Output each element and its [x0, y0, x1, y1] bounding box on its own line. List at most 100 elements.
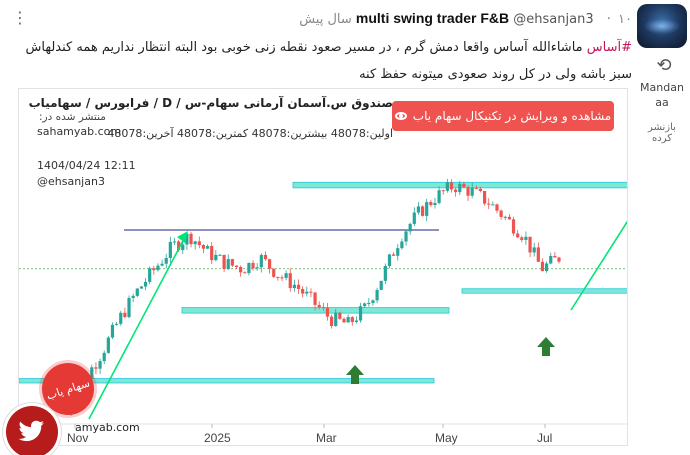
- x-tick-label: May: [435, 431, 458, 445]
- candle-body: [197, 241, 201, 246]
- timestamp[interactable]: ۱۰ سال پیش: [299, 12, 632, 27]
- candle-body: [321, 307, 325, 309]
- candle-body: [528, 236, 532, 253]
- candle-body: [296, 284, 301, 289]
- candle-body: [243, 272, 247, 274]
- candle-body: [350, 317, 354, 323]
- candle-body: [234, 265, 239, 268]
- chart-plot: Nov 2025 Mar May Jul: [19, 179, 627, 445]
- candle-body: [416, 206, 421, 213]
- candle-body: [115, 323, 119, 325]
- candle-body: [272, 268, 276, 277]
- candle-body: [164, 257, 168, 264]
- candle-body: [94, 367, 98, 369]
- candle-body: [549, 255, 553, 264]
- candle-body: [309, 291, 313, 293]
- tweet-text: #آساس ماشاءالله آساس واقعا دمش گرم ، در …: [17, 34, 633, 88]
- candle-body: [383, 266, 387, 281]
- candle-body: [495, 204, 499, 211]
- candle-body: [425, 202, 429, 216]
- candle-body: [474, 187, 478, 189]
- candle-body: [148, 268, 152, 282]
- candle-body: [90, 367, 94, 379]
- candle-body: [102, 352, 106, 362]
- retweeter-name[interactable]: Mandan aa: [640, 81, 684, 109]
- candle-body: [482, 191, 487, 204]
- handle[interactable]: @ehsanjan3: [513, 12, 594, 27]
- candle-body: [536, 247, 540, 262]
- candle-body: [168, 241, 172, 258]
- candle-body: [110, 324, 115, 338]
- candle-body: [358, 306, 363, 321]
- candle-body: [466, 187, 470, 196]
- candle-body: [106, 337, 110, 353]
- candle-body: [487, 203, 491, 205]
- candle-body: [292, 284, 296, 289]
- trend-arrow-line: [88, 234, 187, 420]
- candle-body: [396, 248, 400, 256]
- candle-body: [284, 273, 288, 278]
- candle-body: [499, 210, 503, 217]
- retweet-label: بازنشر کرده: [648, 122, 676, 144]
- candle-body: [553, 255, 557, 258]
- x-tick-label: Jul: [537, 431, 552, 445]
- candle-body: [230, 259, 234, 266]
- candle-body: [520, 237, 524, 240]
- menu-ellipsis-icon[interactable]: ⋮: [12, 8, 28, 27]
- candle-body: [379, 280, 383, 290]
- candle-body: [400, 241, 404, 249]
- trend-arrow-head: [177, 231, 188, 243]
- candle-body: [458, 183, 462, 193]
- candle-body: [201, 245, 206, 249]
- candle-body: [267, 259, 272, 269]
- symbol-title: صندوق س.آسمان آرمانی سهام-س / D / فرابور…: [28, 96, 393, 110]
- candle-body: [172, 241, 177, 243]
- hashtag-link[interactable]: #آساس: [586, 40, 632, 55]
- candle-body: [557, 257, 561, 262]
- candle-body: [317, 304, 321, 308]
- candle-body: [301, 288, 305, 294]
- candle-body: [185, 233, 189, 245]
- candle-body: [354, 320, 359, 323]
- chart-author: @ehsanjan3: [37, 175, 105, 188]
- up-arrow-marker: [537, 337, 555, 356]
- chart-image[interactable]: Nov 2025 Mar May Jul صندوق س.آسمان آرمانی سه…: [18, 88, 628, 446]
- candle-body: [127, 298, 131, 318]
- candle-body: [189, 233, 193, 245]
- candle-body: [516, 233, 520, 238]
- candle-body: [218, 254, 222, 256]
- candle-body: [342, 318, 346, 323]
- published-by-label: منتشر شده در:: [39, 111, 106, 123]
- candle-body: [226, 259, 230, 270]
- support-zone: [181, 307, 450, 314]
- display-name[interactable]: multi swing trader F&B: [355, 10, 510, 26]
- up-arrow-marker: [346, 365, 364, 384]
- candle-body: [507, 216, 511, 220]
- tweet-header: multi swing trader F&B @ehsanjan3 · ۱۰ س…: [299, 8, 632, 30]
- candle-body: [214, 254, 218, 261]
- candle-body: [98, 361, 102, 369]
- chart-date: 1404/04/24 12:11: [37, 159, 136, 172]
- candle-body: [544, 263, 549, 272]
- avatar[interactable]: [637, 4, 687, 48]
- candle-body: [392, 254, 396, 256]
- x-tick-label: Mar: [316, 431, 337, 445]
- candle-body: [205, 246, 210, 249]
- candle-body: [540, 261, 545, 272]
- candle-body: [139, 286, 144, 289]
- candle-body: [181, 244, 185, 251]
- candle-body: [152, 268, 156, 271]
- candle-body: [503, 216, 507, 218]
- candle-body: [334, 312, 338, 326]
- candle-body: [404, 231, 408, 242]
- separator: ·: [606, 12, 611, 27]
- candle-body: [280, 277, 284, 279]
- candle-body: [259, 254, 263, 268]
- edit-in-technical-button[interactable]: مشاهده و ویرایش در تکنیکال سهام یاب: [392, 101, 614, 131]
- candle-body: [478, 188, 483, 192]
- candle-body: [251, 262, 255, 269]
- candle-body: [255, 267, 259, 269]
- candle-body: [177, 241, 181, 251]
- candle-body: [387, 254, 392, 267]
- candle-body: [119, 312, 123, 324]
